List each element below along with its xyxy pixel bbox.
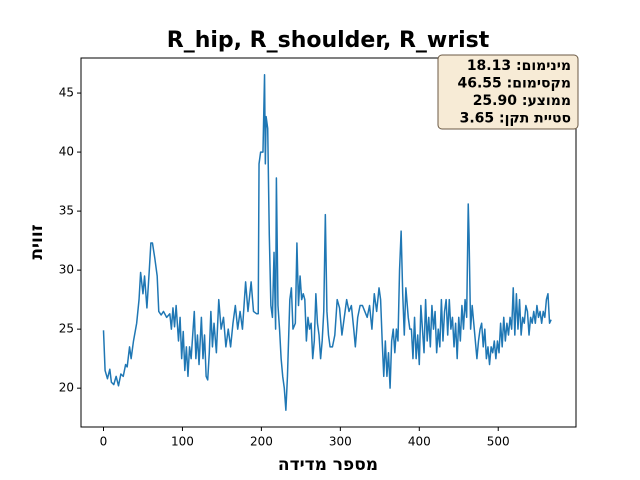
y-tick-label: 40	[59, 145, 74, 159]
x-tick-label: 100	[171, 435, 194, 449]
x-tick-label: 200	[250, 435, 273, 449]
chart-title: R_hip, R_shoulder, R_wrist	[167, 28, 490, 53]
data-line	[102, 74, 552, 411]
x-tick-label: 0	[100, 435, 108, 449]
y-tick-label: 20	[59, 381, 74, 395]
y-tick-label: 30	[59, 263, 74, 277]
y-axis-label: זווית	[27, 224, 47, 259]
stats-line: ממוצע: 25.90	[473, 93, 571, 109]
x-tick-label: 500	[487, 435, 510, 449]
stats-line: מקסימום: 46.55	[457, 76, 571, 92]
y-tick-label: 25	[59, 322, 74, 336]
x-tick-label: 400	[408, 435, 431, 449]
stats-box	[437, 54, 579, 130]
stats-line: סטיית תקן: 3.65	[460, 111, 571, 127]
plot-frame	[80, 57, 577, 428]
stats-line: מינימום: 18.13	[467, 58, 571, 74]
y-tick-label: 35	[59, 204, 74, 218]
y-tick-label: 45	[59, 86, 74, 100]
x-tick-label: 300	[329, 435, 352, 449]
x-axis-label: מספר מדידה	[278, 455, 378, 475]
